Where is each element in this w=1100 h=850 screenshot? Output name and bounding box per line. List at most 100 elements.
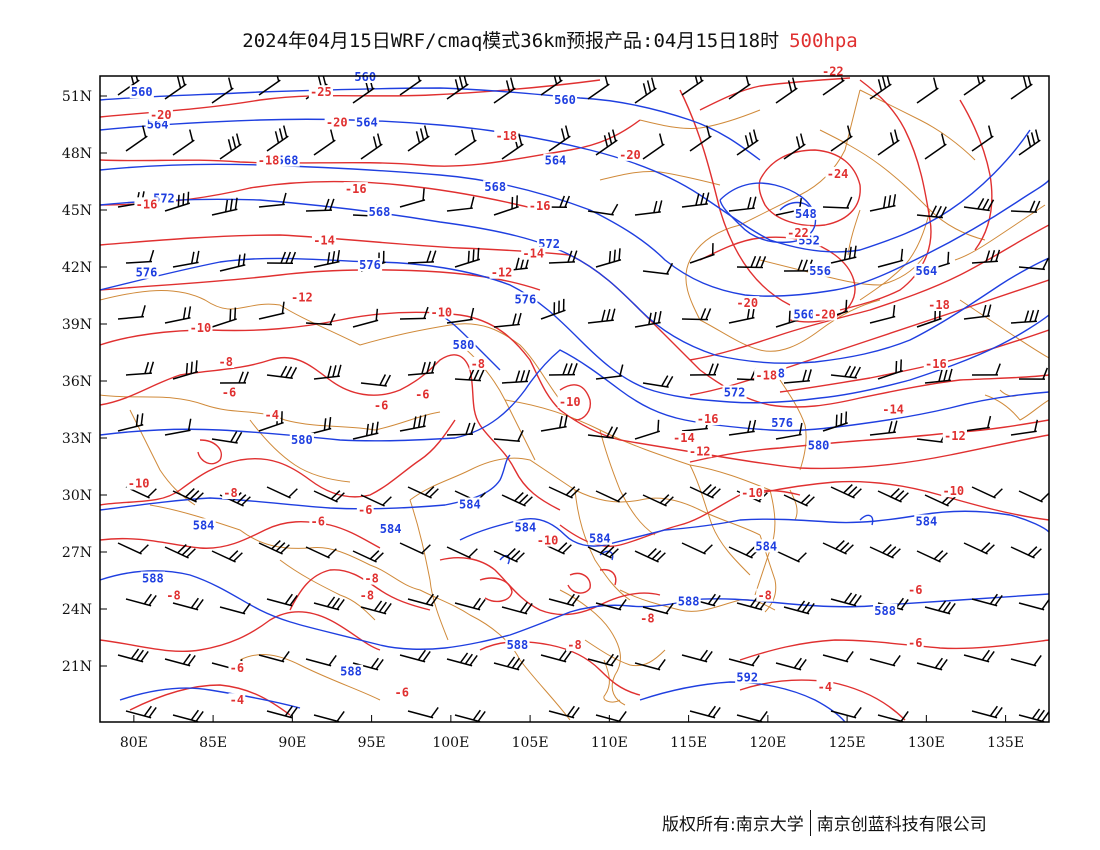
lon-tick-label: 90E <box>278 735 306 751</box>
wind-barb <box>258 76 281 96</box>
temp-contour-label: -6 <box>906 636 924 650</box>
temp-contour-label-text: -16 <box>529 199 551 213</box>
temp-contour-label-text: -14 <box>882 403 904 417</box>
temp-contour-label-bg <box>941 484 966 498</box>
wind-barb <box>164 306 192 324</box>
wind-barb <box>352 308 379 328</box>
temp-contour-label: -8 <box>363 571 380 586</box>
wind-barb <box>117 413 144 432</box>
height-contour-label-bg <box>338 664 364 678</box>
temp-contour-label-text: -12 <box>491 266 513 280</box>
wind-barb <box>305 655 337 667</box>
wind-barb <box>258 301 285 320</box>
temp-contour-label-text: -10 <box>430 306 452 320</box>
wind-barb <box>172 250 200 268</box>
wind-barb <box>587 426 619 439</box>
temp-contour-label-text: -12 <box>944 429 966 443</box>
temp-contour-label-bg <box>222 486 239 500</box>
wind-barb <box>830 484 862 499</box>
wind-barb <box>642 603 674 615</box>
height-contour-label-bg <box>289 432 314 446</box>
lon-tick-label: 120E <box>749 735 786 751</box>
lon-tick-label: 85E <box>199 735 227 751</box>
height-contour-label-text: 588 <box>874 604 896 618</box>
temp-contour-label-text: -6 <box>394 686 408 700</box>
wind-barb <box>493 656 525 671</box>
wind-barb <box>117 648 149 663</box>
height-contour-label: 584 <box>914 514 939 529</box>
wind-barb <box>313 490 345 503</box>
wind-barb <box>313 364 342 380</box>
height-contour-label-bg <box>451 337 476 351</box>
height-contour-label: 588 <box>338 664 364 679</box>
wind-barb <box>219 253 246 272</box>
wind-barb <box>125 125 148 152</box>
temp-contour-label-text: -10 <box>128 477 150 491</box>
wind-barb <box>1010 655 1042 667</box>
height-contour-label-text: 568 <box>484 180 506 194</box>
temp-contour-label-text: -18 <box>258 154 280 168</box>
wind-barb <box>313 596 345 611</box>
height-contour-label-text: 584 <box>193 518 215 532</box>
temp-contour-label-text: -16 <box>697 412 719 426</box>
wind-barb <box>407 125 430 152</box>
temp-contour-label: -20 <box>148 108 173 122</box>
temp-contour-label-text: -22 <box>787 226 809 240</box>
wind-barb <box>963 76 986 96</box>
height-contour-label-text: 548 <box>795 207 817 221</box>
wind-barb <box>493 77 516 104</box>
lon-tick-label: 100E <box>432 735 469 751</box>
height-contour-label: 584 <box>457 497 482 512</box>
temp-contour-label: -14 <box>311 233 337 247</box>
wind-barb <box>352 421 379 440</box>
wind-barb <box>164 653 196 667</box>
temp-contour-label-text: -10 <box>741 486 763 500</box>
wind-barb <box>548 705 580 719</box>
height-contour-label: 576 <box>770 415 795 430</box>
wind-barb <box>775 77 798 104</box>
temp-contour-label-bg <box>256 153 281 167</box>
temp-contour-label: -8 <box>756 588 774 603</box>
temp-contour-label-bg <box>942 429 967 443</box>
height-contour-label-text: 584 <box>755 539 777 553</box>
temp-contour-label-bg <box>566 638 583 652</box>
wind-barb <box>822 540 854 555</box>
wind-barb <box>1018 708 1049 722</box>
lat-tick-label: 21N <box>62 659 92 675</box>
copyright-separator <box>809 810 811 836</box>
wind-barb <box>681 308 712 321</box>
wind-barb <box>642 133 665 160</box>
temp-contour-label: -8 <box>165 588 182 603</box>
wind-barb <box>211 307 237 328</box>
temp-contour-label-text: -8 <box>364 572 378 586</box>
wind-barb <box>446 196 475 212</box>
wind-barb <box>360 374 392 387</box>
lon-tick-label: 95E <box>358 735 386 751</box>
height-contour-label: 548 <box>793 206 818 221</box>
height-contour-label-text: 572 <box>724 385 746 399</box>
temp-contour-label-text: -24 <box>827 167 849 181</box>
wind-barb <box>736 255 767 269</box>
temp-contour-label-text: -14 <box>313 233 335 247</box>
wind-barb <box>125 361 155 376</box>
wind-barb <box>587 653 619 667</box>
temp-contour-label-bg <box>413 387 431 401</box>
temp-contour-label-bg <box>308 85 333 99</box>
temp-contour-label-bg <box>134 197 159 211</box>
wind-barb <box>681 192 710 208</box>
temp-contour-label: -4 <box>228 693 246 707</box>
wind-barb <box>595 129 618 156</box>
wind-barb <box>775 657 807 671</box>
wind-barb <box>352 550 384 563</box>
height-contour-label-bg <box>676 594 701 608</box>
wind-barb <box>219 371 249 384</box>
temp-contour-label-bg <box>343 182 368 196</box>
wind-barb <box>501 369 531 384</box>
height-contour-label-bg <box>140 571 165 585</box>
wind-barb <box>924 368 953 384</box>
wind-barb <box>587 76 610 100</box>
temp-contour-label-bg <box>324 115 349 129</box>
wind-barb <box>360 133 383 160</box>
temp-contour-label: -18 <box>926 298 952 312</box>
wind-barb <box>924 133 947 160</box>
